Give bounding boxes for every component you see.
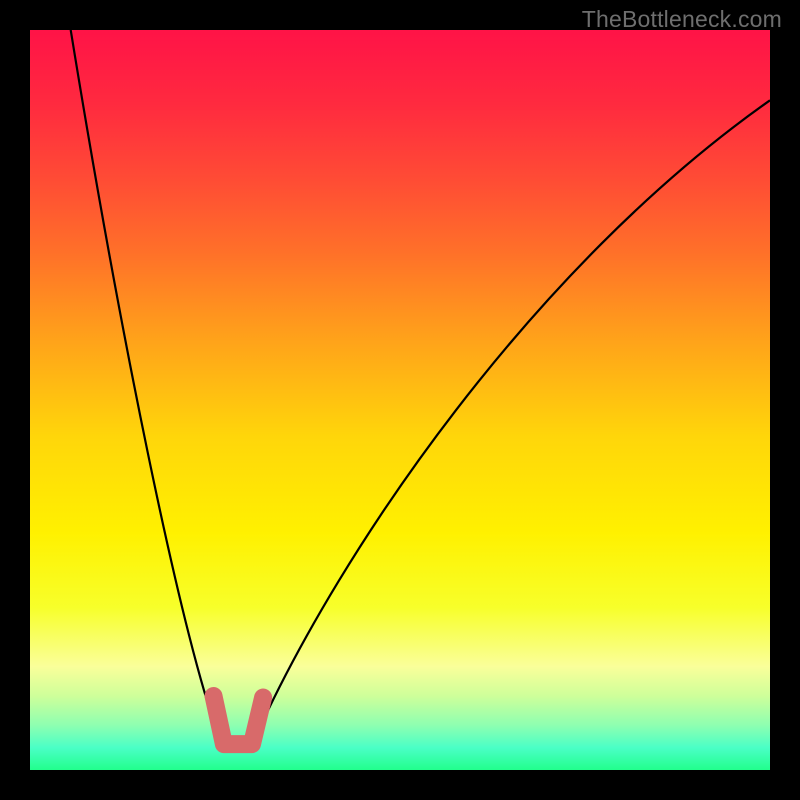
bottleneck-curve-chart (0, 0, 800, 800)
watermark-text: TheBottleneck.com (582, 6, 782, 33)
chart-frame: TheBottleneck.com (0, 0, 800, 800)
plot-background-gradient (30, 30, 770, 770)
